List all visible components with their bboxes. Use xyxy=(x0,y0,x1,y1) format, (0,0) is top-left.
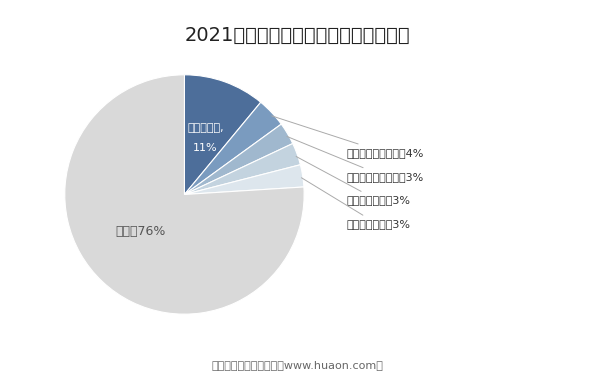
Wedge shape xyxy=(184,124,293,194)
Wedge shape xyxy=(184,75,261,194)
Text: 制图：华经产业研究院（www.huaon.com）: 制图：华经产业研究院（www.huaon.com） xyxy=(212,360,383,370)
Wedge shape xyxy=(184,144,300,194)
Text: 中农立华生物科技，3%: 中农立华生物科技，3% xyxy=(287,137,423,181)
Text: 北京颖泰嘉和，3%: 北京颖泰嘉和，3% xyxy=(296,156,410,205)
Wedge shape xyxy=(184,102,281,194)
Text: 浙江新安化工，3%: 浙江新安化工，3% xyxy=(302,178,410,229)
Wedge shape xyxy=(184,165,304,194)
Text: 山东潍坊润丰化工，4%: 山东潍坊润丰化工，4% xyxy=(272,116,424,157)
Text: 2021年中国植物保护产品市场份额占比: 2021年中国植物保护产品市场份额占比 xyxy=(184,26,411,45)
Text: 先正达集团,: 先正达集团, xyxy=(187,123,224,132)
Wedge shape xyxy=(65,75,304,314)
Text: 11%: 11% xyxy=(193,143,218,153)
Text: 其他，76%: 其他，76% xyxy=(115,225,165,237)
